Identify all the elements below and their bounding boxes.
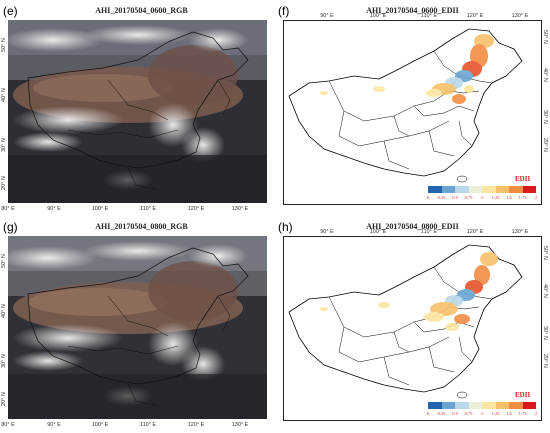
panel-g-rgb: (g) AHI_20170504_0800_RGB	[0, 216, 275, 432]
rgb-satellite-image	[8, 20, 267, 203]
colorbar-tick: 1.75	[518, 411, 527, 416]
y-tick: 50° N	[1, 254, 7, 268]
colorbar-segment	[455, 186, 469, 193]
y-tick: 40° N	[542, 68, 548, 82]
x-tick: 100° E	[91, 206, 109, 212]
x-tick: 90° E	[47, 422, 61, 428]
colorbar-segment	[482, 186, 496, 193]
panel-label: (f)	[278, 4, 290, 18]
legend-title: EDII	[515, 391, 531, 399]
colorbar-segment	[428, 402, 442, 409]
colorbar-tick: 0.5	[452, 411, 458, 416]
x-tick: 110° E	[139, 422, 157, 428]
x-tick: 90° E	[320, 229, 334, 235]
y-tick: 40° N	[1, 88, 7, 102]
x-tick: 130° E	[231, 422, 249, 428]
y-tick: 50° N	[542, 246, 548, 260]
panel-label: (e)	[3, 4, 18, 18]
y-tick: 20° N	[542, 354, 548, 368]
colorbar-tick: 0.5	[452, 195, 458, 200]
edii-map	[283, 20, 542, 205]
panel-title: AHI_20170504_0800_EDII	[366, 222, 459, 231]
colorbar-tick: 1	[480, 411, 484, 416]
y-tick: 30° N	[1, 138, 7, 152]
x-tick: 90° E	[47, 206, 61, 212]
x-tick: 130° E	[231, 206, 249, 212]
panel-label: (g)	[3, 220, 18, 234]
colorbar-tick: 0.25	[437, 411, 446, 416]
x-tick: 80° E	[1, 206, 15, 212]
colorbar-tick: 0	[426, 195, 430, 200]
x-tick: 90° E	[320, 13, 334, 19]
y-tick: 50° N	[1, 38, 7, 52]
y-tick: 30° N	[1, 354, 7, 368]
colorbar-tick: 1.75	[518, 195, 527, 200]
colorbar-tick: 2	[534, 195, 538, 200]
panel-f-edii: (f) AHI_20170504_0600_EDII 90° E 100° E …	[275, 0, 550, 216]
colorbar-tick: 1.5	[506, 411, 512, 416]
colorbar-segment	[522, 186, 536, 193]
y-tick: 40° N	[1, 304, 7, 318]
panel-title: AHI_20170504_0800_RGB	[95, 222, 188, 231]
edii-map-graphic	[288, 28, 523, 183]
rgb-map-graphic	[8, 236, 267, 419]
panel-title: AHI_20170504_0600_RGB	[95, 6, 188, 15]
colorbar-labels: 0 0.25 0.5 0.75 1 1.25 1.5 1.75 2	[426, 411, 538, 417]
colorbar-labels: 0 0.25 0.5 0.75 1 1.25 1.5 1.75 2	[426, 195, 538, 201]
rgb-satellite-image	[8, 236, 267, 419]
edii-colorbar	[428, 402, 536, 409]
y-tick: 20° N	[1, 176, 7, 190]
y-tick: 30° N	[542, 326, 548, 340]
x-tick: 110° E	[139, 206, 157, 212]
x-tick: 130° E	[511, 229, 529, 235]
edii-map	[283, 236, 542, 421]
colorbar-segment	[522, 402, 536, 409]
colorbar-segment	[495, 186, 509, 193]
panel-e-rgb: (e) AHI_20170504_0600_RGB	[0, 0, 275, 216]
colorbar-segment	[455, 402, 469, 409]
edii-map-graphic	[288, 244, 523, 399]
colorbar-segment	[428, 186, 442, 193]
rgb-map-graphic	[8, 20, 267, 203]
x-tick: 100° E	[369, 13, 387, 19]
colorbar-tick: 1.25	[491, 411, 500, 416]
x-tick: 110° E	[420, 229, 438, 235]
y-tick: 30° N	[542, 110, 548, 124]
x-tick: 80° E	[1, 422, 15, 428]
colorbar-segment	[468, 186, 482, 193]
x-tick: 120° E	[466, 229, 484, 235]
panel-h-edii: (h) AHI_20170504_0800_EDII 90° E 100° E …	[275, 216, 550, 432]
x-tick: 110° E	[420, 13, 438, 19]
x-tick: 100° E	[91, 422, 109, 428]
colorbar-segment	[495, 402, 509, 409]
x-tick: 120° E	[187, 206, 205, 212]
y-tick: 20° N	[1, 392, 7, 406]
colorbar-tick: 0.75	[464, 411, 473, 416]
colorbar-segment	[509, 402, 523, 409]
x-tick: 120° E	[466, 13, 484, 19]
colorbar-tick: 2	[534, 411, 538, 416]
colorbar-tick: 0.25	[437, 195, 446, 200]
panel-label: (h)	[278, 220, 293, 234]
colorbar-tick: 1	[480, 195, 484, 200]
x-tick: 100° E	[369, 229, 387, 235]
y-tick: 20° N	[542, 138, 548, 152]
colorbar-segment	[482, 402, 496, 409]
colorbar-tick: 0	[426, 411, 430, 416]
edii-colorbar	[428, 186, 536, 193]
legend-title: EDII	[515, 175, 531, 183]
colorbar-tick: 0.75	[464, 195, 473, 200]
colorbar-tick: 1.25	[491, 195, 500, 200]
x-tick: 120° E	[187, 422, 205, 428]
y-tick: 50° N	[542, 30, 548, 44]
colorbar-segment	[441, 186, 455, 193]
colorbar-tick: 1.5	[506, 195, 512, 200]
colorbar-segment	[509, 186, 523, 193]
x-tick: 130° E	[511, 13, 529, 19]
panel-title: AHI_20170504_0600_EDII	[366, 6, 459, 15]
colorbar-segment	[441, 402, 455, 409]
colorbar-segment	[468, 402, 482, 409]
y-tick: 40° N	[542, 284, 548, 298]
